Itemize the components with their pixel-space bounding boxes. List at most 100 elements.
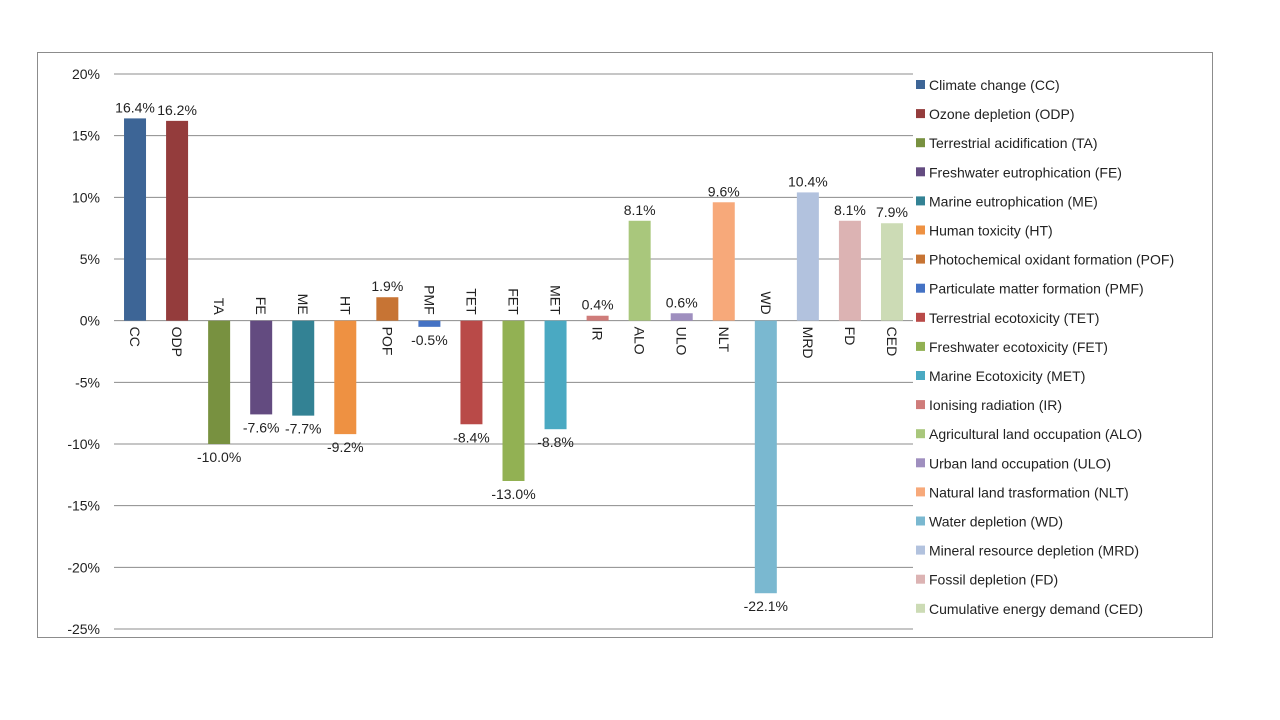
legend-label: Terrestrial acidification (TA) bbox=[929, 135, 1098, 151]
y-tick-label: 10% bbox=[72, 189, 100, 205]
category-label: IR bbox=[590, 327, 606, 341]
bar-odp bbox=[166, 120, 189, 321]
data-label: 10.4% bbox=[788, 173, 828, 189]
legend-label: Water depletion (WD) bbox=[929, 514, 1063, 530]
category-label: ODP bbox=[169, 327, 185, 357]
y-tick-label: 5% bbox=[80, 251, 100, 267]
bar-ht bbox=[334, 320, 357, 435]
bar-nlt bbox=[712, 202, 735, 321]
bar-ulo bbox=[670, 313, 693, 321]
data-label: 7.9% bbox=[876, 204, 908, 220]
data-label: 8.1% bbox=[834, 202, 866, 218]
legend-label: Human toxicity (HT) bbox=[929, 223, 1053, 239]
legend-label: Particulate matter formation (PMF) bbox=[929, 281, 1144, 297]
legend-label: Mineral resource depletion (MRD) bbox=[929, 543, 1139, 559]
legend-swatch bbox=[916, 458, 925, 468]
legend-label: Ionising radiation (IR) bbox=[929, 397, 1062, 413]
bar-pof bbox=[376, 297, 399, 321]
y-tick-label: -10% bbox=[67, 436, 100, 452]
legend-label: Freshwater eutrophication (FE) bbox=[929, 164, 1122, 180]
category-label: WD bbox=[758, 291, 774, 314]
data-label: -7.7% bbox=[285, 421, 322, 437]
bars bbox=[124, 118, 903, 594]
bar-fd bbox=[838, 220, 861, 321]
legend-swatch bbox=[916, 196, 925, 206]
data-label: 0.4% bbox=[582, 297, 614, 313]
category-label: PMF bbox=[421, 285, 437, 315]
category-label: FET bbox=[506, 288, 522, 315]
category-label: ALO bbox=[632, 327, 648, 355]
category-label: CED bbox=[884, 327, 900, 357]
legend-swatch bbox=[916, 341, 925, 351]
data-label: -10.0% bbox=[197, 449, 241, 465]
category-label: FE bbox=[253, 297, 269, 315]
bar-alo bbox=[628, 220, 651, 321]
data-label: -8.4% bbox=[453, 429, 490, 445]
legend-label: Photochemical oxidant formation (POF) bbox=[929, 252, 1174, 268]
y-tick-label: -15% bbox=[67, 498, 100, 514]
bar-ir bbox=[586, 315, 609, 321]
legend-label: Cumulative energy demand (CED) bbox=[929, 601, 1143, 617]
bar-me bbox=[292, 320, 315, 416]
category-label: MRD bbox=[800, 327, 816, 359]
data-label: -13.0% bbox=[491, 486, 535, 502]
data-label: -8.8% bbox=[537, 434, 574, 450]
category-label: CC bbox=[127, 327, 143, 347]
category-label: TA bbox=[211, 298, 227, 316]
legend-label: Urban land occupation (ULO) bbox=[929, 455, 1111, 471]
y-tick-label: 0% bbox=[80, 313, 100, 329]
data-label: -0.5% bbox=[411, 332, 448, 348]
y-tick-label: -25% bbox=[67, 621, 100, 637]
data-labels: 16.4% 16.2% -10.0%-7.6% -7.7% -9.2% 1.9% -0.5%… bbox=[115, 99, 908, 614]
category-label: ULO bbox=[674, 327, 690, 356]
legend-swatch bbox=[916, 371, 925, 380]
legend-label: Marine Ecotoxicity (MET) bbox=[929, 368, 1085, 384]
legend-swatch bbox=[916, 80, 925, 89]
bar-wd bbox=[754, 320, 777, 594]
legend-swatch bbox=[916, 138, 925, 148]
data-label: 16.2% bbox=[157, 102, 197, 118]
bar-pmf bbox=[418, 320, 441, 327]
data-label: 16.4% bbox=[115, 99, 155, 115]
data-label: -9.2% bbox=[327, 439, 364, 455]
data-label: -7.6% bbox=[243, 419, 280, 435]
legend-swatch bbox=[916, 487, 925, 497]
legend-swatch bbox=[916, 109, 925, 119]
y-tick-label: -20% bbox=[67, 559, 100, 575]
legend-swatch bbox=[916, 574, 925, 584]
y-tick-label: -5% bbox=[75, 374, 100, 390]
data-label: 1.9% bbox=[371, 278, 403, 294]
bar-ta bbox=[208, 320, 231, 444]
data-label: -22.1% bbox=[744, 598, 788, 614]
legend-label: Climate change (CC) bbox=[929, 77, 1060, 93]
bar-chart: 20% 15% 10% 5% 0% -5% -10% -15% -20% -25% CC ODP TA… bbox=[67, 66, 1174, 637]
data-label: 9.6% bbox=[708, 183, 740, 199]
chart-frame: 20% 15% 10% 5% 0% -5% -10% -15% -20% -25% CC ODP TA… bbox=[37, 52, 1213, 638]
legend-label: Agricultural land occupation (ALO) bbox=[929, 426, 1142, 442]
legend-swatch bbox=[916, 400, 925, 410]
category-label: POF bbox=[379, 327, 395, 356]
legend-label: Terrestrial ecotoxicity (TET) bbox=[929, 310, 1099, 326]
bar-cc bbox=[124, 118, 147, 321]
category-labels: CC ODP TA FE ME HT POF PMF TET FET MET IR ALO ULO NLT W… bbox=[127, 285, 900, 358]
legend-label: Fossil depletion (FD) bbox=[929, 572, 1058, 588]
bar-fe bbox=[250, 320, 273, 415]
category-label: FD bbox=[842, 327, 858, 346]
category-label: TET bbox=[463, 288, 479, 315]
legend-swatch bbox=[916, 545, 925, 555]
bar-fet bbox=[502, 320, 525, 481]
data-label: 0.6% bbox=[666, 294, 698, 310]
y-tick-label: 15% bbox=[72, 128, 100, 144]
legend-swatch bbox=[916, 312, 925, 322]
y-tick-label: 20% bbox=[72, 66, 100, 82]
data-label: 8.1% bbox=[624, 202, 656, 218]
legend-swatch bbox=[916, 254, 925, 264]
y-axis-ticks: 20% 15% 10% 5% 0% -5% -10% -15% -20% -25% bbox=[67, 66, 100, 637]
legend-label: Marine eutrophication (ME) bbox=[929, 193, 1098, 209]
legend-swatch bbox=[916, 516, 925, 526]
legend-swatch bbox=[916, 603, 925, 613]
legend-label: Natural land trasformation (NLT) bbox=[929, 484, 1129, 500]
legend: Climate change (CC) Ozone depletion (ODP)… bbox=[916, 77, 1174, 617]
legend-swatch bbox=[916, 429, 925, 439]
category-label: MET bbox=[548, 285, 564, 315]
